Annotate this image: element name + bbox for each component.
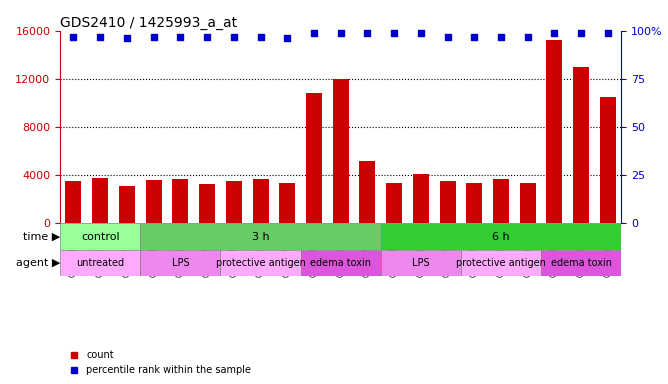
FancyBboxPatch shape	[381, 250, 461, 276]
Point	[148, 33, 159, 40]
FancyBboxPatch shape	[301, 250, 381, 276]
Point	[282, 35, 293, 41]
Bar	[466, 182, 482, 223]
FancyBboxPatch shape	[381, 223, 621, 250]
Bar	[65, 181, 81, 223]
FancyBboxPatch shape	[60, 250, 140, 276]
Text: protective antigen: protective antigen	[456, 258, 546, 268]
Point	[522, 33, 533, 40]
Bar	[440, 181, 456, 223]
Bar	[413, 174, 429, 223]
Point	[255, 33, 266, 40]
Bar	[333, 79, 349, 223]
Point	[549, 30, 560, 36]
FancyBboxPatch shape	[541, 250, 621, 276]
Text: agent ▶: agent ▶	[16, 258, 60, 268]
Bar	[573, 67, 589, 223]
Bar	[146, 180, 162, 223]
Point	[389, 30, 399, 36]
Point	[362, 30, 373, 36]
Point	[309, 30, 319, 36]
FancyBboxPatch shape	[140, 250, 220, 276]
Bar	[226, 181, 242, 223]
Bar	[359, 161, 375, 223]
FancyBboxPatch shape	[461, 250, 541, 276]
Bar	[600, 97, 616, 223]
Point	[122, 35, 132, 41]
Point	[175, 33, 186, 40]
Text: GDS2410 / 1425993_a_at: GDS2410 / 1425993_a_at	[60, 16, 237, 30]
Point	[335, 30, 346, 36]
FancyBboxPatch shape	[220, 250, 301, 276]
Text: untreated: untreated	[76, 258, 124, 268]
Bar	[306, 93, 322, 223]
Point	[95, 33, 106, 40]
Text: edema toxin: edema toxin	[550, 258, 612, 268]
Point	[68, 33, 79, 40]
Legend: count, percentile rank within the sample: count, percentile rank within the sample	[65, 346, 255, 379]
Point	[576, 30, 587, 36]
Bar	[279, 182, 295, 223]
Text: control: control	[81, 232, 120, 242]
Bar	[92, 178, 108, 223]
Bar	[386, 182, 402, 223]
Text: time ▶: time ▶	[23, 232, 60, 242]
Bar	[199, 184, 215, 223]
Point	[228, 33, 239, 40]
FancyBboxPatch shape	[140, 223, 381, 250]
Point	[603, 30, 613, 36]
Point	[202, 33, 212, 40]
Bar	[520, 182, 536, 223]
Point	[442, 33, 453, 40]
Bar	[172, 179, 188, 223]
Text: protective antigen: protective antigen	[216, 258, 305, 268]
Text: LPS: LPS	[172, 258, 189, 268]
Point	[469, 33, 480, 40]
FancyBboxPatch shape	[60, 223, 140, 250]
Point	[496, 33, 506, 40]
Bar	[253, 179, 269, 223]
Text: 6 h: 6 h	[492, 232, 510, 242]
Text: 3 h: 3 h	[252, 232, 269, 242]
Point	[415, 30, 426, 36]
Bar	[493, 179, 509, 223]
Text: LPS: LPS	[412, 258, 430, 268]
Bar	[119, 186, 135, 223]
Text: edema toxin: edema toxin	[310, 258, 371, 268]
Bar	[546, 40, 562, 223]
